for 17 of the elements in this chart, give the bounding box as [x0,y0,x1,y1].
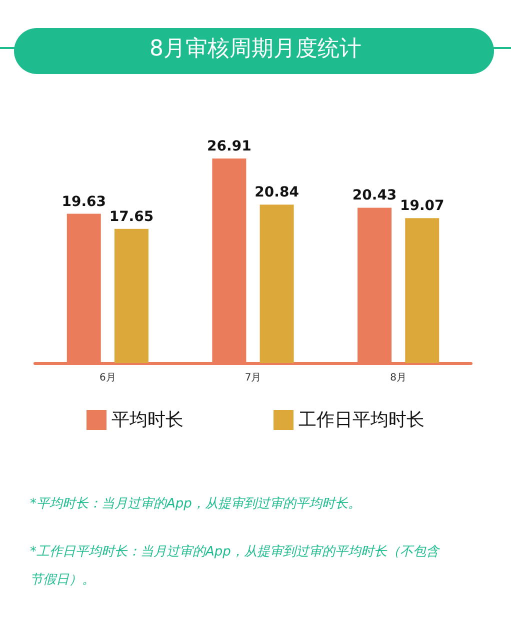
text: *平均时长：当月过审的App，从提审到过审的平均时长。 [30,496,361,512]
x-tick-label: 7月 [244,372,262,384]
chart-title: 8月审核周期月度统计 [150,36,362,62]
bar [114,228,148,363]
data-label: 26.91 [207,138,252,154]
bar [405,218,440,363]
data-label: 20.84 [254,184,300,201]
text: *工作日平均时长：当月过审的App，从提审到过审的平均时长（不包含节假日）。 [30,544,441,588]
x-tick-label: 8月 [390,372,407,384]
data-label: 17.65 [109,208,154,225]
bar [260,204,294,363]
data-label: 19.07 [400,198,444,214]
data-label: 19.63 [62,194,106,210]
x-tick-label: 6月 [99,372,116,384]
legend-label: 平均时长 [112,410,184,430]
data-label: 20.43 [352,188,397,204]
legend-label: 工作日平均时长 [298,410,424,430]
